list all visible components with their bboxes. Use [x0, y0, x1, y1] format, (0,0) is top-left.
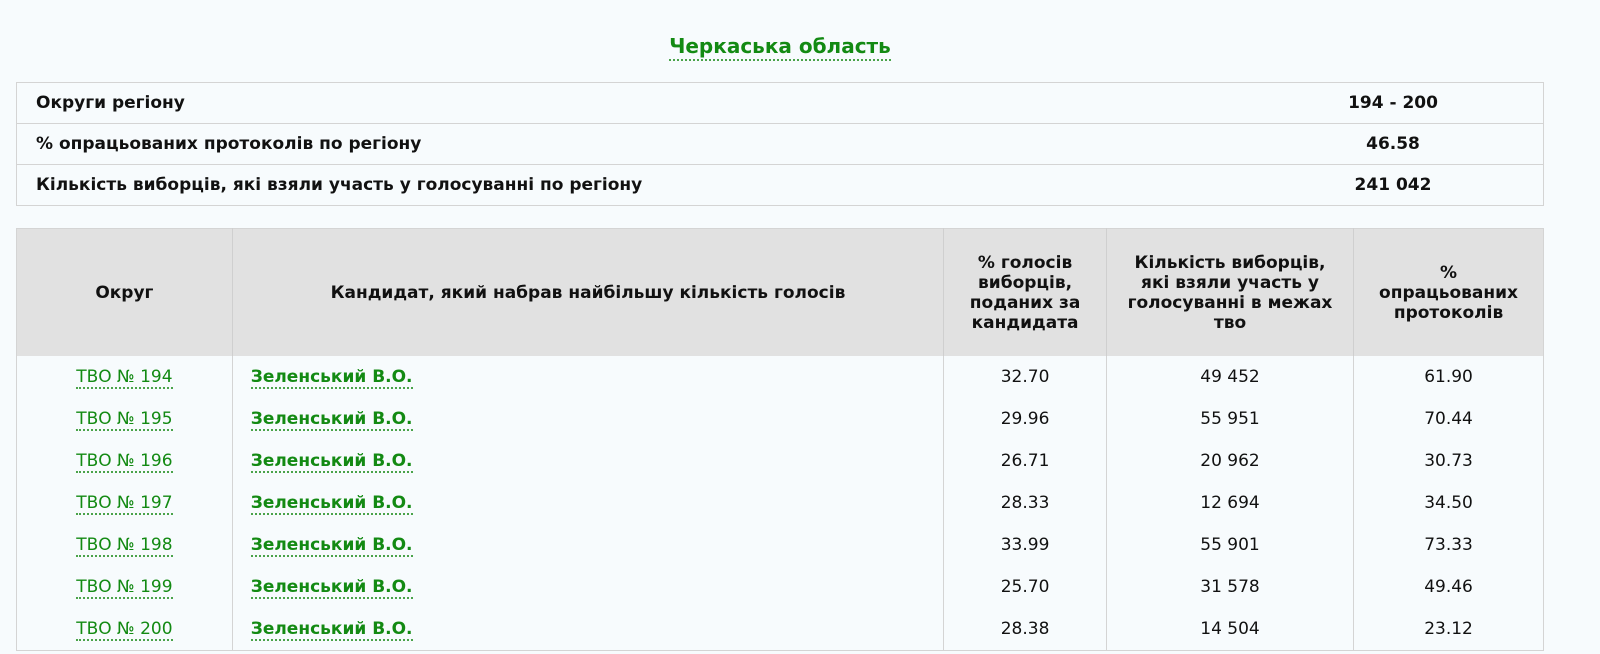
- table-row: ТВО № 199 Зеленський В.О. 25.70 31 578 4…: [16, 566, 1544, 608]
- processed-cell: 70.44: [1424, 409, 1473, 429]
- candidate-link[interactable]: Зеленський В.О.: [250, 535, 413, 557]
- voters-cell: 20 962: [1106, 440, 1355, 482]
- region-summary-table: Округи регіону 194 - 200% опрацьованих пр…: [16, 82, 1544, 206]
- region-title-wrap: Черкаська область: [0, 34, 1560, 61]
- candidate-link[interactable]: Зеленський В.О.: [250, 577, 413, 599]
- vote-pct-cell: 28.33: [943, 482, 1107, 524]
- district-link[interactable]: ТВО № 194: [76, 367, 173, 389]
- table-row: ТВО № 196 Зеленський В.О. 26.71 20 962 3…: [16, 440, 1544, 482]
- summary-row: Кількість виборців, які взяли участь у г…: [16, 164, 1544, 206]
- summary-label: Кількість виборців, які взяли участь у г…: [16, 164, 1243, 206]
- district-cell: ТВО № 196: [16, 440, 233, 482]
- summary-label: % опрацьованих протоколів по регіону: [16, 123, 1243, 165]
- processed-cell: 49.46: [1424, 577, 1473, 597]
- summary-label: Округи регіону: [16, 82, 1243, 124]
- candidate-link[interactable]: Зеленський В.О.: [250, 493, 413, 515]
- candidate-cell: Зеленський В.О.: [232, 608, 945, 651]
- district-cell: ТВО № 195: [16, 398, 233, 440]
- vote-pct-cell: 28.38: [943, 608, 1107, 651]
- candidate-link[interactable]: Зеленський В.О.: [250, 619, 413, 641]
- vote-pct-cell: 29.96: [943, 398, 1107, 440]
- col-processed: % опрацьованих протоколів: [1353, 228, 1544, 356]
- candidate-cell: Зеленський В.О.: [232, 356, 945, 398]
- district-link[interactable]: ТВО № 199: [76, 577, 173, 599]
- candidate-cell: Зеленський В.О.: [232, 440, 945, 482]
- processed-cell: 61.90: [1424, 367, 1473, 387]
- summary-value: 46.58: [1243, 123, 1544, 165]
- district-link[interactable]: ТВО № 196: [76, 451, 173, 473]
- district-results-table: Округ Кандидат, який набрав найбільшу кі…: [16, 228, 1544, 651]
- table-row: ТВО № 194 Зеленський В.О. 32.70 49 452 6…: [16, 356, 1544, 398]
- voters-cell: 31 578: [1106, 566, 1355, 608]
- summary-value: 194 - 200: [1243, 82, 1544, 124]
- district-link[interactable]: ТВО № 195: [76, 409, 173, 431]
- table-row: ТВО № 200 Зеленський В.О. 28.38 14 504 2…: [16, 608, 1544, 651]
- voters-cell: 55 951: [1106, 398, 1355, 440]
- col-candidate: Кандидат, який набрав найбільшу кількіст…: [232, 228, 945, 356]
- district-cell: ТВО № 199: [16, 566, 233, 608]
- voters-cell: 12 694: [1106, 482, 1355, 524]
- vote-pct-cell: 25.70: [943, 566, 1107, 608]
- processed-cell: 73.33: [1424, 535, 1473, 555]
- processed-cell: 30.73: [1424, 451, 1473, 471]
- district-link[interactable]: ТВО № 200: [76, 619, 173, 641]
- table-row: ТВО № 198 Зеленський В.О. 33.99 55 901 7…: [16, 524, 1544, 566]
- candidate-link[interactable]: Зеленський В.О.: [250, 367, 413, 389]
- candidate-cell: Зеленський В.О.: [232, 482, 945, 524]
- district-link[interactable]: ТВО № 197: [76, 493, 173, 515]
- table-row: ТВО № 197 Зеленський В.О. 28.33 12 694 3…: [16, 482, 1544, 524]
- voters-cell: 55 901: [1106, 524, 1355, 566]
- processed-cell: 34.50: [1424, 493, 1473, 513]
- candidate-link[interactable]: Зеленський В.О.: [250, 409, 413, 431]
- district-cell: ТВО № 194: [16, 356, 233, 398]
- processed-cell: 23.12: [1424, 619, 1473, 639]
- vote-pct-cell: 26.71: [943, 440, 1107, 482]
- summary-value: 241 042: [1243, 164, 1544, 206]
- district-cell: ТВО № 198: [16, 524, 233, 566]
- candidate-cell: Зеленський В.О.: [232, 566, 945, 608]
- candidate-link[interactable]: Зеленський В.О.: [250, 451, 413, 473]
- voters-cell: 49 452: [1106, 356, 1355, 398]
- district-cell: ТВО № 197: [16, 482, 233, 524]
- candidate-cell: Зеленський В.О.: [232, 524, 945, 566]
- table-row: ТВО № 195 Зеленський В.О. 29.96 55 951 7…: [16, 398, 1544, 440]
- region-title[interactable]: Черкаська область: [669, 34, 891, 61]
- col-voters: Кількість виборців, які взяли участь у г…: [1106, 228, 1355, 356]
- col-vote-pct: % голосів виборців, поданих за кандидата: [943, 228, 1107, 356]
- summary-row: Округи регіону 194 - 200: [16, 82, 1544, 124]
- summary-row: % опрацьованих протоколів по регіону 46.5…: [16, 123, 1544, 165]
- vote-pct-cell: 33.99: [943, 524, 1107, 566]
- district-link[interactable]: ТВО № 198: [76, 535, 173, 557]
- vote-pct-cell: 32.70: [943, 356, 1107, 398]
- district-cell: ТВО № 200: [16, 608, 233, 651]
- voters-cell: 14 504: [1106, 608, 1355, 651]
- col-district: Округ: [16, 228, 233, 356]
- candidate-cell: Зеленський В.О.: [232, 398, 945, 440]
